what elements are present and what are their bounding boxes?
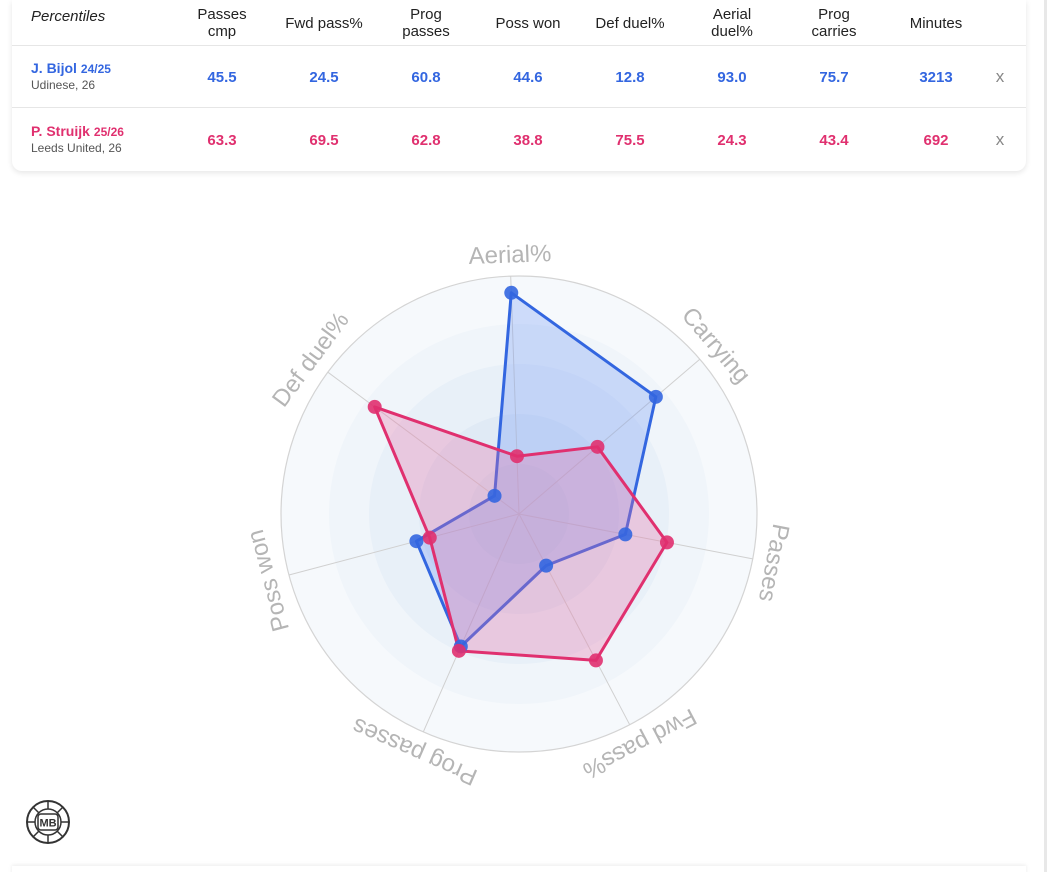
data-point-p-struijk <box>509 449 524 464</box>
col-def-duel[interactable]: Def duel% <box>595 14 665 32</box>
cell-value: 93.0 <box>717 68 747 86</box>
cell-value: 63.3 <box>207 131 237 149</box>
data-point-j-bijol <box>618 527 633 542</box>
cell-value: 3213 <box>919 68 953 86</box>
data-point-j-bijol <box>539 558 554 573</box>
cell-value: 38.8 <box>513 131 543 149</box>
next-card <box>12 866 1026 872</box>
radar-spoke <box>518 358 701 515</box>
mb-logo: MB <box>25 799 71 845</box>
cell-value: 24.3 <box>717 131 747 149</box>
data-point-p-struijk <box>590 439 605 454</box>
table-header: Percentiles Passes cmp Fwd pass% Prog pa… <box>12 0 1026 46</box>
col-minutes[interactable]: Minutes <box>909 14 963 32</box>
radar-spoke <box>327 371 520 515</box>
scrollbar[interactable] <box>1044 0 1047 872</box>
col-prog-carries[interactable]: Prog carries <box>811 6 857 40</box>
axis-label: Passes <box>753 522 794 604</box>
cell-value: 60.8 <box>411 68 441 86</box>
radar-spoke <box>518 513 753 560</box>
cell-value: 75.7 <box>819 68 849 86</box>
cell-value: 43.4 <box>819 131 849 149</box>
radar-spoke <box>422 513 520 733</box>
radar-spokes <box>288 276 753 733</box>
radar-spoke <box>510 276 520 515</box>
logo-text: MB <box>39 818 56 830</box>
cell-value: 12.8 <box>615 68 645 86</box>
cell-value: 44.6 <box>513 68 543 86</box>
series-area-j-bijol <box>414 291 658 648</box>
data-point-j-bijol <box>504 285 519 300</box>
remove-player-button[interactable]: x <box>995 130 1005 149</box>
cell-value: 45.5 <box>207 68 237 86</box>
cell-value: 24.5 <box>309 68 339 86</box>
player-name[interactable]: J. Bijol 24/25 <box>31 60 111 76</box>
comparison-table: Percentiles Passes cmp Fwd pass% Prog pa… <box>12 0 1026 171</box>
player-name[interactable]: P. Struijk 25/26 <box>31 123 124 139</box>
player-season: 25/26 <box>93 125 124 139</box>
data-point-j-bijol <box>648 389 663 404</box>
data-point-p-struijk <box>451 643 466 658</box>
football-logo-icon: MB <box>26 800 70 844</box>
remove-player-button[interactable]: x <box>995 67 1005 86</box>
col-aerial-duel[interactable]: Aerial duel% <box>711 6 753 40</box>
radar-spoke <box>288 513 520 576</box>
cell-value: 62.8 <box>411 131 441 149</box>
radar-series <box>367 285 674 668</box>
data-point-p-struijk <box>659 535 674 550</box>
radar-spoke <box>518 513 631 725</box>
table-row: J. Bijol 24/25 Udinese, 26 45.5 24.5 60.8… <box>12 46 1026 108</box>
col-prog-passes[interactable]: Prog passes <box>402 6 450 40</box>
col-poss-won[interactable]: Poss won <box>495 14 561 32</box>
data-point-p-struijk <box>367 399 382 414</box>
cell-value: 75.5 <box>615 131 645 149</box>
percentiles-label: Percentiles <box>31 8 106 25</box>
player-club: Leeds United, 26 <box>31 141 122 155</box>
axis-label: Aerial% <box>468 240 552 270</box>
data-point-p-struijk <box>588 653 603 668</box>
table-row: P. Struijk 25/26 Leeds United, 26 63.3 69… <box>12 109 1026 171</box>
cell-value: 69.5 <box>309 131 339 149</box>
data-point-j-bijol <box>409 534 424 549</box>
player-club: Udinese, 26 <box>31 78 96 92</box>
data-point-p-struijk <box>422 530 437 545</box>
cell-value: 692 <box>923 131 949 149</box>
player-name-text[interactable]: J. Bijol <box>31 60 77 76</box>
player-name-text[interactable]: P. Struijk <box>31 123 90 139</box>
data-point-j-bijol <box>487 488 502 503</box>
series-area-p-struijk <box>373 405 669 662</box>
player-season: 24/25 <box>80 62 111 76</box>
col-fwd-pass[interactable]: Fwd pass% <box>285 14 363 32</box>
col-passes-cmp[interactable]: Passes cmp <box>197 6 247 40</box>
